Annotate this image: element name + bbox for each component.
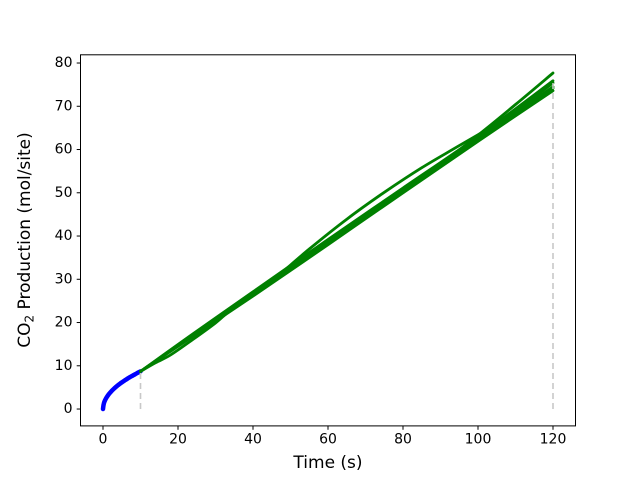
y-tick-label-30: 30 — [55, 271, 73, 287]
y-tick-label-10: 10 — [55, 358, 73, 374]
x-axis-ticks: 0 20 40 60 80 100 120 — [99, 425, 567, 447]
y-tick-label-0: 0 — [64, 401, 73, 417]
x-axis-label: Time (s) — [292, 453, 362, 473]
x-tick-label-60: 60 — [319, 431, 337, 447]
y-axis-ticks: 0 10 20 30 40 50 60 70 80 — [55, 55, 81, 417]
x-tick-label-20: 20 — [169, 431, 187, 447]
y-axis-label-prefix: CO — [15, 323, 35, 348]
y-axis-label-subscript: 2 — [23, 315, 37, 323]
y-tick-label-60: 60 — [55, 142, 73, 158]
y-tick-label-50: 50 — [55, 185, 73, 201]
series-trajectory-5-lower — [139, 89, 555, 373]
y-axis-label: CO2 Production (mol/site) — [15, 132, 37, 348]
x-tick-label-0: 0 — [99, 431, 108, 447]
x-tick-label-40: 40 — [244, 431, 262, 447]
y-axis-label-rest: Production (mol/site) — [15, 132, 35, 315]
series-initial-transient — [100, 369, 143, 412]
y-tick-label-40: 40 — [55, 228, 73, 244]
y-tick-label-70: 70 — [55, 98, 73, 114]
x-tick-label-100: 100 — [465, 431, 492, 447]
guide-vlines — [139, 79, 554, 410]
x-tick-label-120: 120 — [540, 431, 567, 447]
y-tick-label-80: 80 — [55, 55, 73, 71]
data-series — [100, 71, 555, 412]
x-tick-label-80: 80 — [394, 431, 412, 447]
series-trajectory-6-upper — [139, 79, 555, 373]
y-tick-label-20: 20 — [55, 315, 73, 331]
